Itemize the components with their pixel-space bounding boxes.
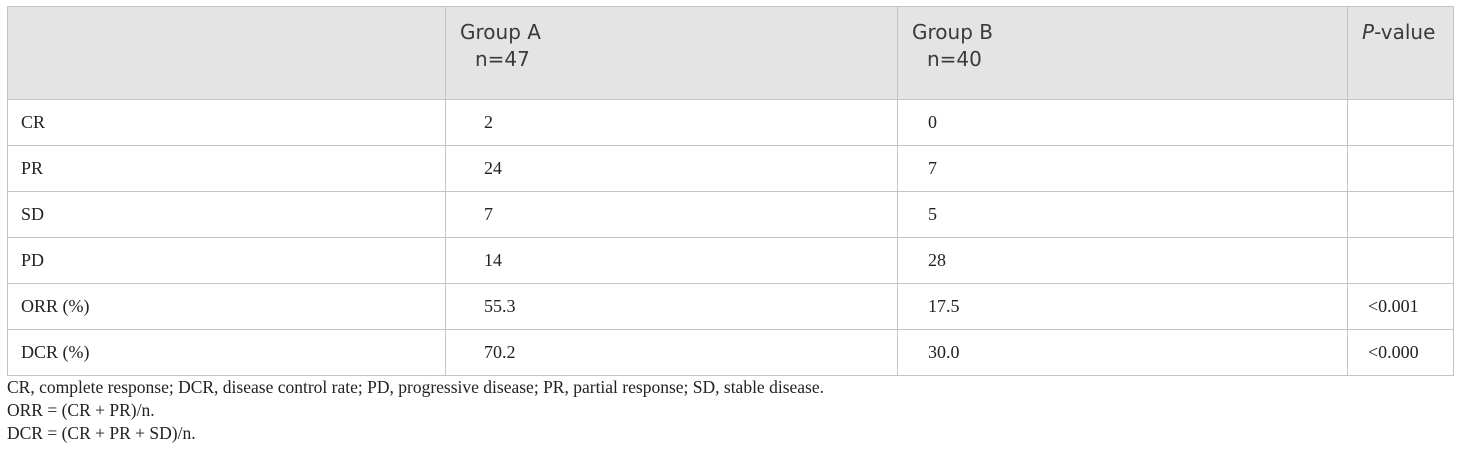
group-a-value: 14 [445, 237, 898, 284]
group-b-value: 17.5 [897, 283, 1348, 330]
row-label: SD [7, 191, 446, 238]
header-group-b-n: n=40 [927, 47, 982, 71]
header-group-b-title: Group B [912, 20, 993, 44]
p-value [1347, 191, 1454, 238]
footnote-dcr-formula: DCR = (CR + PR + SD)/n. [7, 423, 196, 443]
header-pvalue: P-value [1347, 6, 1454, 100]
p-value [1347, 237, 1454, 284]
header-group-a-title: Group A [460, 20, 541, 44]
group-a-value: 70.2 [445, 329, 898, 376]
row-label: PR [7, 145, 446, 192]
group-b-value: 30.0 [897, 329, 1348, 376]
p-value: <0.000 [1347, 329, 1454, 376]
table-row: ORR (%) 55.3 17.5 <0.001 [7, 283, 1454, 330]
table-footnotes: CR, complete response; DCR, disease cont… [7, 376, 824, 445]
row-label: PD [7, 237, 446, 284]
results-table-container: Group A n=47 Group B n=40 P-value CR 2 0… [7, 6, 1454, 376]
row-label: ORR (%) [7, 283, 446, 330]
header-pvalue-p: P [1362, 20, 1375, 44]
group-a-value: 55.3 [445, 283, 898, 330]
table-header: Group A n=47 Group B n=40 P-value [7, 6, 1454, 100]
header-group-a-n: n=47 [475, 47, 530, 71]
response-table: Group A n=47 Group B n=40 P-value CR 2 0… [7, 6, 1454, 376]
table-row: PR 24 7 [7, 145, 1454, 192]
p-value: <0.001 [1347, 283, 1454, 330]
group-b-value: 7 [897, 145, 1348, 192]
group-b-value: 5 [897, 191, 1348, 238]
group-b-value: 28 [897, 237, 1348, 284]
group-a-value: 24 [445, 145, 898, 192]
footnote-orr-formula: ORR = (CR + PR)/n. [7, 400, 155, 420]
table-row: PD 14 28 [7, 237, 1454, 284]
group-a-value: 7 [445, 191, 898, 238]
header-group-a: Group A n=47 [445, 6, 898, 100]
row-label: DCR (%) [7, 329, 446, 376]
group-b-value: 0 [897, 99, 1348, 146]
p-value [1347, 145, 1454, 192]
header-empty-cell [7, 6, 446, 100]
group-a-value: 2 [445, 99, 898, 146]
table-row: SD 7 5 [7, 191, 1454, 238]
table-body: CR 2 0 PR 24 7 SD 7 5 PD 14 28 [7, 99, 1454, 376]
p-value [1347, 99, 1454, 146]
table-row: CR 2 0 [7, 99, 1454, 146]
header-group-b: Group B n=40 [897, 6, 1348, 100]
row-label: CR [7, 99, 446, 146]
header-pvalue-rest: -value [1374, 20, 1436, 44]
header-row: Group A n=47 Group B n=40 P-value [7, 6, 1454, 100]
table-row: DCR (%) 70.2 30.0 <0.000 [7, 329, 1454, 376]
footnote-abbreviations: CR, complete response; DCR, disease cont… [7, 377, 824, 397]
